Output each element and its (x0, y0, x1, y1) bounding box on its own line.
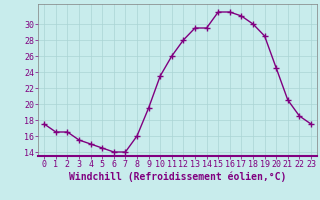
X-axis label: Windchill (Refroidissement éolien,°C): Windchill (Refroidissement éolien,°C) (69, 172, 286, 182)
